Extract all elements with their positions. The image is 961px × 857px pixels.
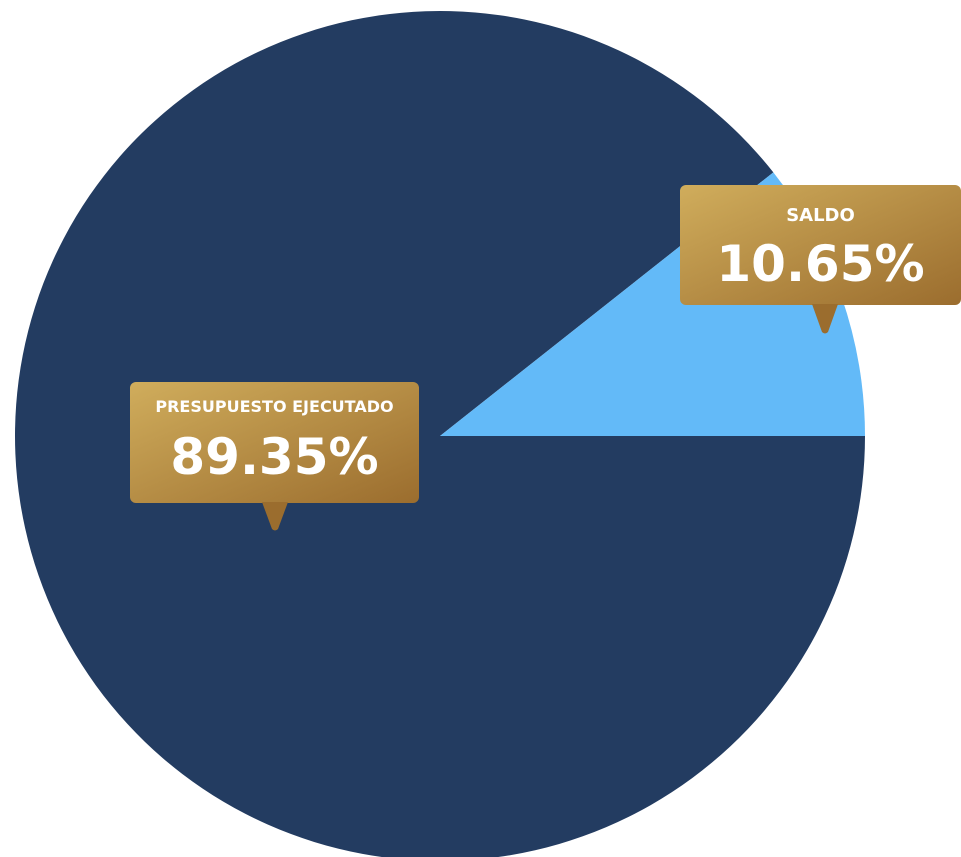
callout-pointer-executed	[262, 502, 288, 531]
pie-slice-executed	[15, 11, 865, 857]
pie-callouts: PRESUPUESTO EJECUTADO 89.35% SALDO 10.65%	[130, 185, 961, 531]
callout-box-executed	[130, 382, 419, 503]
callout-label-executed: PRESUPUESTO EJECUTADO	[155, 397, 393, 416]
callout-saldo: SALDO 10.65%	[680, 185, 961, 334]
callout-box-saldo	[680, 185, 961, 305]
callout-pointer-saldo	[812, 304, 838, 334]
callout-value-saldo: 10.65%	[716, 235, 924, 293]
callout-value-executed: 89.35%	[170, 428, 378, 486]
callout-label-saldo: SALDO	[786, 205, 855, 226]
callout-executed: PRESUPUESTO EJECUTADO 89.35%	[130, 382, 419, 531]
